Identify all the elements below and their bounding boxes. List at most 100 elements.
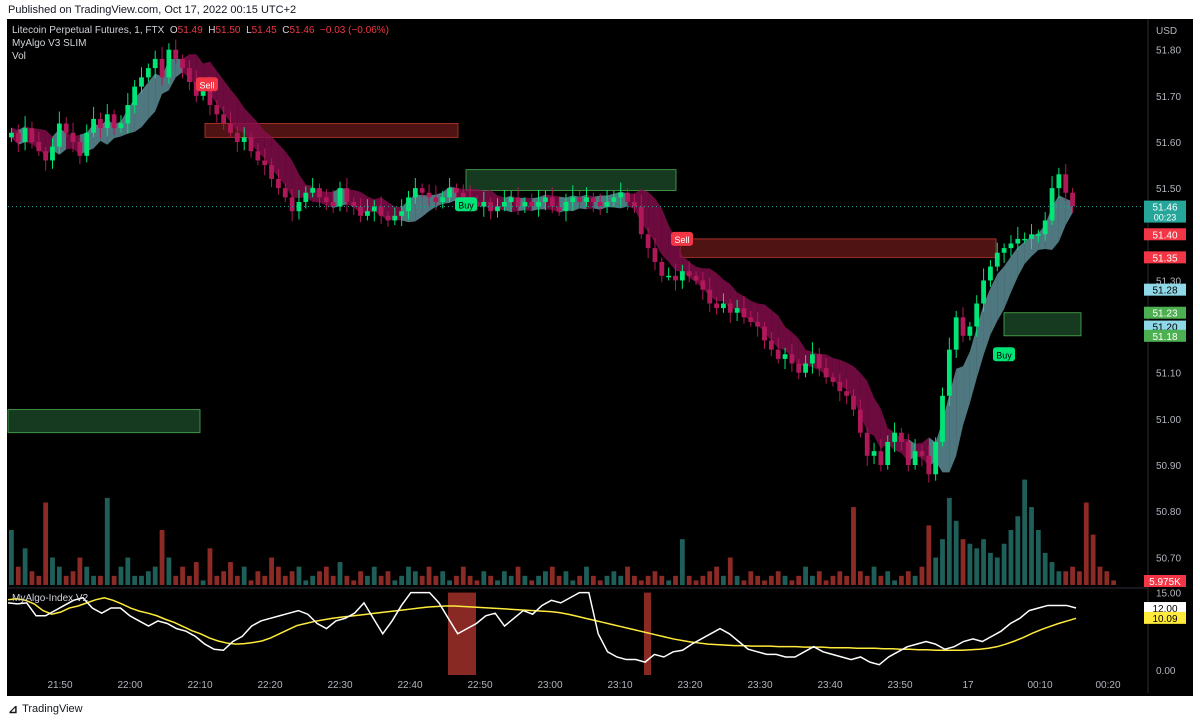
candle-body — [810, 354, 815, 364]
time-axis-tick: 23:10 — [607, 680, 632, 691]
signal-label: Sell — [199, 80, 214, 90]
price-scale-label — [1144, 200, 1186, 223]
high-value: 51.50 — [215, 25, 241, 36]
volume-bar — [988, 552, 993, 585]
candle-body — [899, 432, 904, 442]
candle-body — [543, 197, 548, 202]
candle-body — [43, 151, 49, 161]
volume-bar — [837, 571, 843, 585]
volume-bar — [604, 575, 610, 585]
open-value: 51.49 — [177, 25, 203, 36]
volume-bar — [994, 557, 1000, 585]
osc-extreme-band — [448, 592, 476, 675]
trend-cloud-segment — [415, 194, 423, 222]
candle-body — [1029, 234, 1034, 239]
candle-body — [892, 432, 897, 442]
trend-cloud-segment — [435, 192, 443, 207]
candle-body — [221, 114, 227, 124]
price-scale-label — [1144, 283, 1186, 296]
tradingview-logo-icon[interactable]: ⊿ — [8, 702, 19, 716]
candle-body — [816, 354, 822, 369]
trend-cloud-segment — [846, 362, 854, 399]
volume-bar — [351, 580, 357, 585]
candle-body — [323, 197, 329, 202]
candle-body — [556, 206, 562, 212]
volume-bar — [960, 539, 966, 585]
indicator-myalgo[interactable]: MyAlgo V3 SLIM — [12, 38, 87, 49]
price-axis-unit: USD — [1156, 26, 1177, 37]
candle-body — [495, 206, 500, 212]
low-label: L — [246, 25, 252, 36]
candle-body — [358, 206, 363, 216]
volume-bar — [323, 566, 329, 585]
volume-bar — [234, 575, 240, 585]
candle-body — [262, 160, 268, 166]
volume-bar — [741, 580, 747, 585]
candle-body — [385, 215, 391, 221]
volume-bar — [727, 557, 733, 585]
volume-bar — [22, 548, 28, 585]
volume-bar — [782, 575, 788, 585]
price-scale-label — [1144, 329, 1186, 342]
volume-bar — [303, 580, 309, 585]
volume-bar — [63, 575, 69, 585]
indicator-vol[interactable]: Vol — [12, 51, 26, 62]
volume-bar — [269, 557, 274, 585]
volume-bar — [207, 548, 213, 585]
candle-body — [905, 441, 911, 466]
symbol-title[interactable]: Litecoin Perpetual Futures, 1, FTX — [12, 25, 165, 36]
volume-scale-label — [1144, 575, 1186, 587]
trend-cloud-segment — [237, 97, 245, 133]
volume-bar — [488, 575, 494, 585]
candle-body — [118, 123, 124, 129]
trend-cloud-segment — [422, 195, 430, 217]
volume-bar — [310, 575, 316, 585]
trend-cloud-segment — [264, 130, 272, 169]
volume-bar — [967, 543, 973, 585]
candle-body — [796, 363, 802, 373]
candle-body — [1035, 234, 1041, 236]
footer-brand[interactable]: TradingView — [22, 703, 83, 715]
volume-bar — [522, 575, 528, 585]
candle-body — [84, 132, 90, 156]
time-axis-tick: 17 — [962, 680, 974, 691]
trend-cloud-segment — [771, 309, 779, 349]
volume-bar — [864, 575, 870, 585]
close-value: 51.46 — [289, 25, 315, 36]
volume-bar — [529, 580, 535, 585]
candle-body — [645, 234, 651, 249]
candle-body — [748, 317, 754, 322]
candle-body — [289, 197, 295, 212]
candle-body — [536, 201, 541, 207]
candle-body — [762, 326, 767, 341]
volume-bar — [1029, 507, 1034, 585]
volume-bar — [611, 571, 617, 585]
candle-body — [515, 197, 521, 207]
candle-body — [22, 128, 28, 142]
trend-cloud-segment — [798, 338, 806, 366]
oscillator-title[interactable]: MyAlgo-Index V2 — [12, 593, 89, 604]
candle-body — [885, 441, 891, 466]
candle-body — [433, 197, 439, 202]
volume-bar — [501, 571, 507, 585]
volume-bar — [940, 539, 945, 585]
candle-body — [29, 128, 35, 142]
volume-bar — [823, 580, 829, 585]
volume-bar — [1111, 580, 1117, 585]
candle-body — [234, 132, 240, 142]
volume-bar — [1022, 479, 1028, 585]
candle-body — [303, 192, 309, 202]
volume-bar — [768, 575, 774, 585]
trend-cloud-segment — [531, 197, 539, 211]
price-scale-label — [1144, 228, 1186, 241]
time-axis-tick: 23:20 — [677, 680, 702, 691]
trend-cloud-segment — [257, 122, 265, 159]
volume-bar — [666, 580, 672, 585]
open-label: O — [169, 25, 178, 36]
signal-badge — [671, 231, 693, 246]
candle-body — [36, 141, 42, 152]
volume-bar — [221, 571, 227, 585]
volume-bar — [214, 575, 220, 585]
volume-bar — [549, 566, 555, 585]
